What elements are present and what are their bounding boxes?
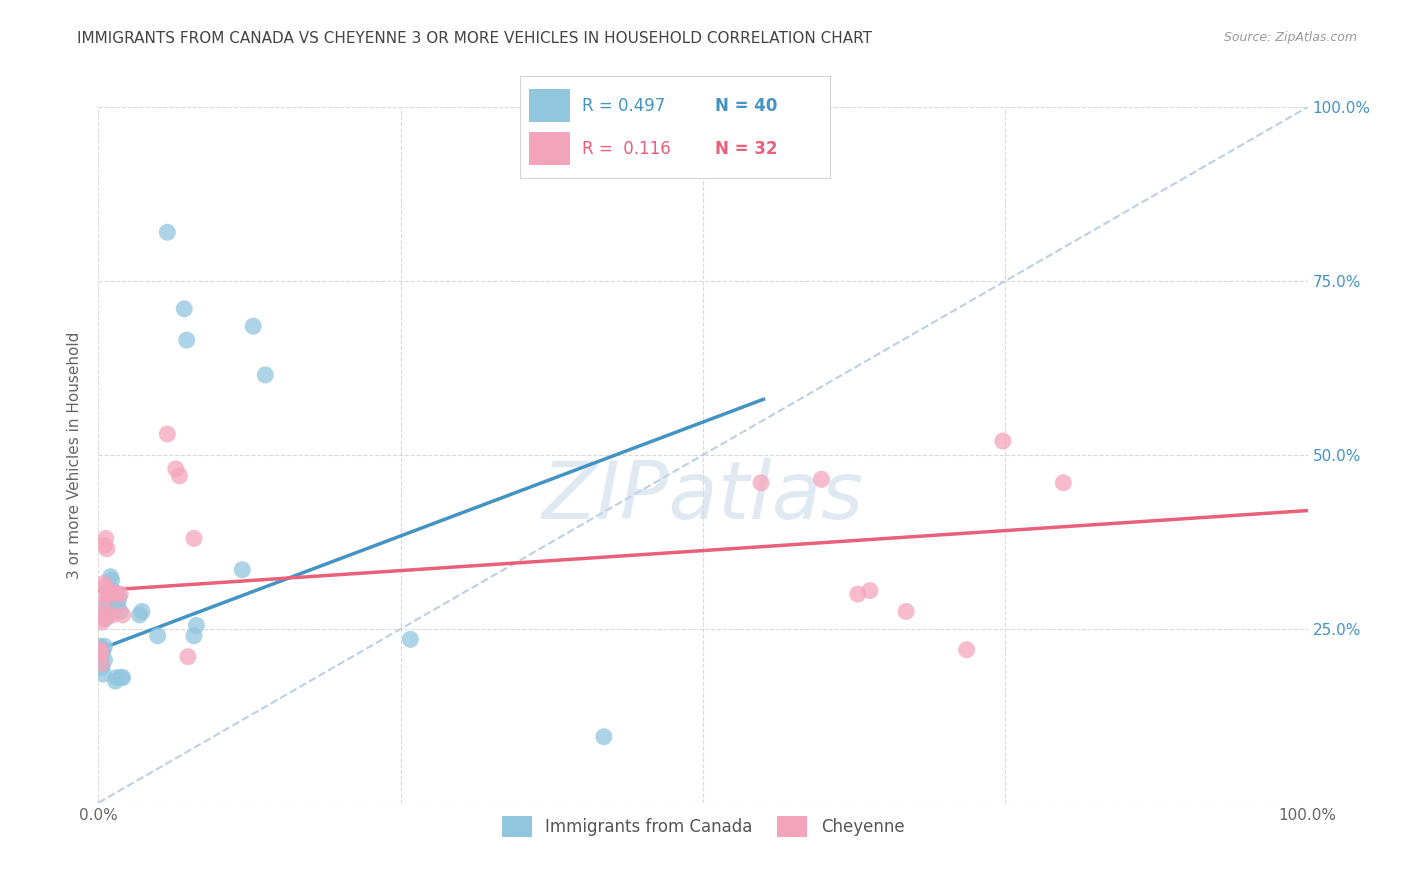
Point [846,587,869,601]
FancyBboxPatch shape [530,89,569,122]
Point [110,671,132,685]
Point [183,629,205,643]
Point [108,587,131,601]
Text: R =  0.116: R = 0.116 [582,140,671,158]
Point [183,532,205,546]
Point [231,563,253,577]
Text: N = 32: N = 32 [716,140,778,158]
Point [254,368,277,382]
Text: N = 40: N = 40 [716,96,778,114]
Point [93,580,115,594]
Y-axis label: 3 or more Vehicles in Household: 3 or more Vehicles in Household [67,331,83,579]
Point [100,587,122,601]
Point [97,591,120,605]
Point [97,583,120,598]
Point [103,594,125,608]
Point [111,607,134,622]
Text: ZIPatlas: ZIPatlas [541,458,865,536]
Point [177,649,200,664]
Text: IMMIGRANTS FROM CANADA VS CHEYENNE 3 OR MORE VEHICLES IN HOUSEHOLD CORRELATION C: IMMIGRANTS FROM CANADA VS CHEYENNE 3 OR … [77,31,872,46]
Point [128,607,150,622]
Point [98,598,121,612]
Point [186,618,208,632]
Point [108,605,131,619]
Point [108,591,131,605]
Point [89,642,111,657]
Point [101,607,124,622]
Point [105,671,128,685]
Point [90,646,112,660]
Point [592,730,614,744]
Point [91,667,114,681]
Point [91,615,114,629]
Point [94,605,117,619]
Point [90,653,112,667]
Point [104,674,127,689]
Point [955,642,977,657]
Point [94,611,117,625]
Point [173,301,195,316]
Point [91,576,114,591]
Point [104,587,127,601]
Point [749,475,772,490]
Point [107,598,129,612]
Point [94,532,117,546]
Point [242,319,264,334]
Point [97,607,120,622]
Point [165,462,187,476]
Point [91,598,114,612]
Point [156,427,179,442]
Point [93,639,115,653]
Text: Source: ZipAtlas.com: Source: ZipAtlas.com [1223,31,1357,45]
Point [96,598,118,612]
Point [111,671,134,685]
Point [894,605,917,619]
Point [98,583,121,598]
Point [91,660,114,674]
Point [176,333,198,347]
Point [93,538,115,552]
Point [96,598,118,612]
Point [156,225,179,239]
Legend: Immigrants from Canada, Cheyenne: Immigrants from Canada, Cheyenne [495,810,911,843]
FancyBboxPatch shape [530,132,569,165]
Point [89,639,111,653]
Point [96,541,118,556]
Point [1052,475,1074,490]
Point [100,570,122,584]
Point [100,573,122,587]
Point [991,434,1014,448]
Point [131,605,153,619]
Point [101,583,124,598]
Point [146,629,169,643]
Point [91,642,114,657]
Point [810,472,832,486]
Point [91,611,114,625]
Point [169,468,191,483]
Point [859,583,882,598]
Point [90,657,112,671]
Point [93,653,115,667]
Point [399,632,422,647]
Text: R = 0.497: R = 0.497 [582,96,665,114]
Point [96,587,118,601]
Point [91,646,114,660]
Point [98,583,121,598]
